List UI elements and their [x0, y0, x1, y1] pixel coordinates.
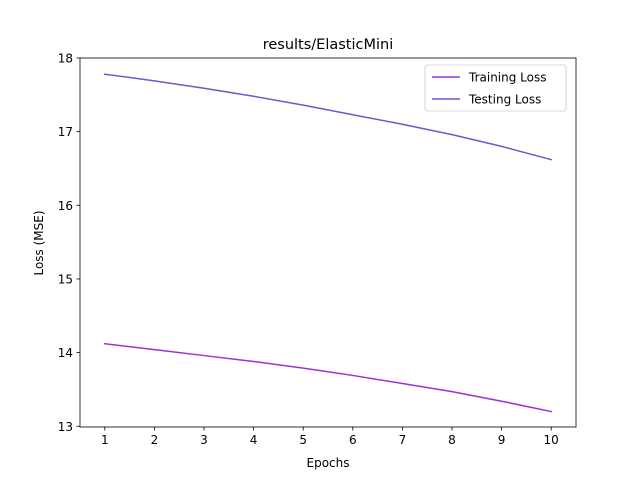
x-tick-label: 9 — [498, 433, 506, 447]
x-tick-label: 8 — [448, 433, 456, 447]
legend-box — [424, 64, 567, 112]
x-tick-label: 1 — [101, 433, 109, 447]
plot-area: 1 2 3 4 5 6 7 8 9 10 13 14 15 16 17 18 Training Loss Test… — [58, 52, 577, 447]
series-line-0 — [103, 342, 553, 413]
x-tick-label: 5 — [299, 433, 307, 447]
x-tick-label: 6 — [349, 433, 357, 447]
y-tick-label: 14 — [58, 346, 73, 360]
x-tick-label: 4 — [250, 433, 258, 447]
x-tick-label: 7 — [399, 433, 407, 447]
y-tick-label: 18 — [58, 52, 73, 66]
series-line-1 — [103, 73, 553, 161]
legend-label-1: Testing Loss — [468, 93, 541, 107]
chart-title: results/ElasticMini — [263, 37, 394, 53]
x-tick-label: 10 — [544, 433, 559, 447]
x-tick-label: 2 — [151, 433, 159, 447]
y-tick-label: 13 — [58, 420, 73, 434]
y-tick-label: 16 — [58, 199, 73, 213]
y-tick-label: 15 — [58, 272, 73, 286]
axes-frame — [79, 57, 577, 428]
y-tick-label: 17 — [58, 125, 73, 139]
x-axis-label: Epochs — [307, 456, 350, 470]
legend-label-0: Training Loss — [468, 71, 546, 85]
y-axis-label: Loss (MSE) — [32, 210, 46, 275]
legend: Training Loss Testing Loss — [424, 64, 567, 112]
x-tick-label: 3 — [200, 433, 208, 447]
